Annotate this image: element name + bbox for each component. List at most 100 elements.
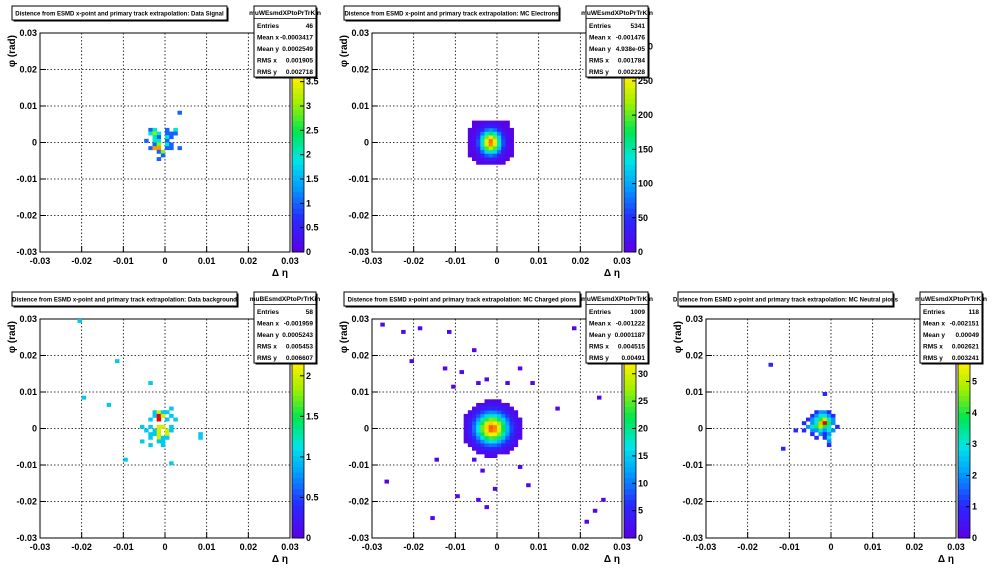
histogram-bin — [480, 424, 485, 429]
histogram-bin — [484, 124, 489, 129]
histogram-bin — [198, 435, 203, 440]
stats-label: RMS y — [257, 355, 277, 362]
histogram-bin — [484, 454, 489, 458]
x-axis-label: Δ η — [604, 268, 620, 279]
histogram-bin — [513, 439, 519, 444]
stats-name: muWEsmdXPtoPrTrKin — [915, 296, 987, 303]
histogram-bin — [517, 424, 523, 429]
histogram-bin — [492, 138, 498, 143]
histogram-bin — [501, 138, 506, 143]
y-axis-label: φ (rad) — [339, 35, 350, 67]
histogram-bin — [806, 417, 811, 422]
histogram-bin — [384, 479, 389, 484]
histogram-bin — [509, 417, 514, 422]
histogram-bin — [501, 450, 506, 455]
palette-step — [292, 532, 304, 539]
histogram-bin — [484, 127, 489, 132]
histogram-bin — [801, 428, 807, 433]
palette-step — [624, 158, 636, 165]
panel-title: Distence from ESMD x-point and primary t… — [344, 12, 559, 18]
histogram-bin — [160, 413, 166, 418]
histogram-bin — [165, 417, 170, 422]
histogram-bin — [492, 399, 498, 404]
histogram-bin — [517, 428, 523, 433]
stats-name: muWEsmdXPtoPrTrKin — [249, 10, 321, 17]
histogram-bin — [476, 428, 481, 433]
histogram-bin — [173, 127, 178, 132]
histogram-bin — [505, 153, 510, 158]
histogram-bin — [492, 439, 498, 444]
histogram-bin — [455, 494, 460, 499]
histogram-bin — [492, 424, 498, 429]
histogram-panel: -0.03 -0.02 -0.01 0 0.01 0.02 0.03 -0.03 -0.02 -0… — [339, 291, 653, 565]
histogram-bin — [497, 135, 502, 140]
histogram-bin — [501, 413, 506, 418]
palette-step — [624, 126, 636, 132]
histogram-bin — [484, 138, 489, 143]
histogram-bin — [488, 135, 494, 140]
histogram-bin — [492, 135, 498, 140]
histogram-bin — [810, 417, 815, 422]
palette-step — [958, 483, 970, 490]
y-tick-label: -0.01 — [16, 460, 37, 470]
histogram-bin — [818, 417, 823, 422]
histogram-bin — [480, 157, 485, 162]
histogram-bin — [476, 127, 481, 132]
histogram-bin — [572, 326, 577, 331]
histogram-bin — [497, 149, 502, 154]
histogram-bin — [497, 157, 502, 162]
histogram-bin — [488, 153, 494, 158]
histogram-bin — [814, 410, 819, 415]
histogram-bin — [417, 326, 423, 331]
histogram-panel: -0.03 -0.02 -0.01 0 0.01 0.02 0.03 -0.03 -0.02 -0… — [673, 291, 987, 565]
palette-step — [958, 362, 970, 369]
histogram-bin — [509, 446, 514, 451]
histogram-bin — [488, 443, 494, 448]
histogram-bin — [810, 413, 815, 418]
histogram-bin — [505, 124, 510, 129]
histogram-bin — [826, 424, 832, 429]
histogram-bin — [467, 432, 473, 437]
histogram-bin — [434, 457, 439, 462]
z-tick-label: 0 — [638, 247, 643, 257]
stats-value: 0.005453 — [286, 344, 313, 351]
histogram-bin — [497, 406, 502, 411]
histogram-bin — [169, 131, 174, 136]
histogram-bin — [509, 443, 514, 448]
palette-step — [292, 219, 304, 226]
y-tick-label: 0.03 — [19, 314, 37, 324]
x-axis-label: Δ η — [604, 554, 620, 565]
stats-label: Entries — [589, 309, 611, 316]
histogram-bin — [513, 432, 519, 437]
palette-step — [624, 444, 636, 451]
histogram-bin — [156, 138, 162, 143]
palette-step — [292, 197, 304, 204]
palette-step — [624, 516, 636, 522]
histogram-bin — [488, 131, 494, 136]
stats-value: 0.0001187 — [615, 332, 646, 339]
histogram-bin — [160, 424, 166, 429]
histogram-bin — [476, 402, 481, 407]
z-tick-label: 5 — [638, 506, 643, 516]
z-tick-label: 15 — [638, 451, 648, 461]
histogram-bin — [484, 410, 489, 415]
histogram-bin — [488, 146, 494, 151]
histogram-bin — [148, 381, 153, 385]
stats-value: 58 — [306, 309, 314, 316]
histogram-bin — [501, 135, 506, 140]
histogram-bin — [467, 421, 473, 426]
palette-step — [292, 120, 304, 127]
palette-step — [958, 395, 970, 402]
histogram-bin — [509, 146, 514, 151]
histogram-bin — [156, 410, 162, 415]
palette-step — [958, 373, 970, 380]
histogram-bin — [177, 146, 182, 151]
histogram-bin — [509, 428, 514, 433]
histogram-bin — [501, 446, 506, 451]
histogram-bin — [492, 450, 498, 455]
x-tick-label: 0.03 — [281, 256, 299, 266]
histogram-bin — [467, 153, 473, 158]
stats-label: Mean y — [257, 46, 279, 53]
histogram-bin — [488, 160, 494, 165]
histogram-bin — [463, 435, 469, 440]
